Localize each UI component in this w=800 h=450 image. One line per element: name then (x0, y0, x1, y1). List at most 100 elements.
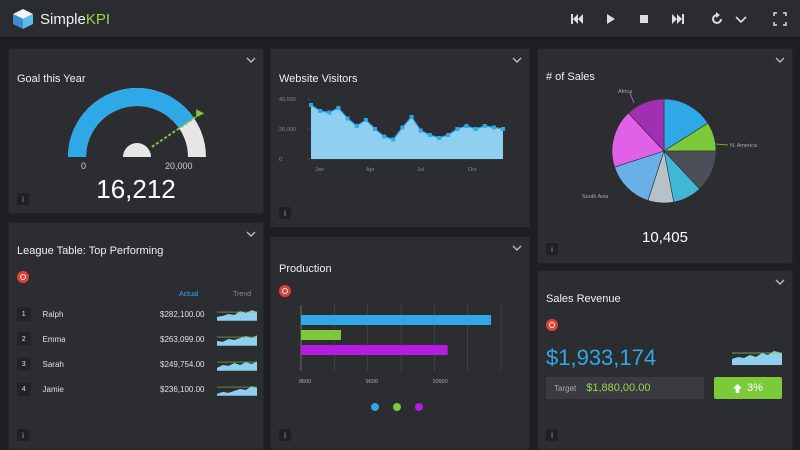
performer-name: Emma (42, 334, 66, 344)
revenue-target-box: Target $1,880,00.00 (546, 377, 704, 399)
visitors-line (310, 104, 504, 141)
x-tick-label: Apr (366, 167, 375, 173)
fullscreen-icon[interactable] (771, 10, 789, 28)
chevron-down-icon[interactable] (774, 277, 786, 287)
app-name: SimpleKPI (40, 10, 111, 28)
sales-pie-chart: Africa N. America South Asia (582, 89, 758, 204)
y-tick-label: 40,000 (279, 97, 296, 103)
chevron-down-icon[interactable] (732, 10, 750, 28)
performer-actual: $282,100.00 (160, 309, 205, 319)
sales-count-value: 10,405 (642, 229, 688, 246)
data-point (501, 127, 505, 131)
pie-slice (611, 112, 665, 168)
production-bar (301, 315, 491, 325)
chevron-down-icon[interactable] (511, 243, 523, 253)
legend-dot[interactable] (415, 403, 423, 411)
data-point (400, 125, 405, 130)
sales-count-panel: # of Sales Africa N. America South Asia … (537, 48, 793, 264)
production-bar (301, 345, 448, 355)
x-tick-label: 9600 (366, 379, 378, 385)
data-point (437, 136, 441, 140)
y-tick-label: 0 (279, 157, 282, 163)
skip-forward-icon[interactable] (669, 10, 687, 28)
data-point (318, 109, 323, 113)
chevron-down-icon[interactable] (245, 55, 257, 65)
play-icon[interactable] (601, 10, 619, 28)
gauge-min-label: 0 (81, 161, 87, 171)
production-panel: Production 8600 9600 10600 i (270, 236, 530, 450)
chevron-down-icon[interactable] (511, 55, 523, 65)
table-row[interactable]: 1 Ralph $282,100.00 (17, 305, 257, 323)
info-icon[interactable]: i (546, 429, 558, 441)
trend-sparkline (216, 361, 257, 371)
legend-dot[interactable] (371, 403, 379, 411)
info-icon[interactable]: i (17, 193, 29, 205)
revenue-target-label: Target (554, 383, 577, 393)
skip-back-icon[interactable] (568, 10, 586, 28)
revenue-value: $1,933,174 (546, 345, 657, 370)
table-row[interactable]: 4 Jamie $236,100.00 (17, 380, 257, 398)
pie-slice (627, 98, 665, 152)
info-icon[interactable]: i (546, 243, 558, 255)
performer-actual: $263,099.00 (160, 334, 205, 344)
data-point (446, 133, 451, 137)
data-point (327, 110, 332, 115)
data-point (309, 103, 313, 107)
visitors-panel: Website Visitors 40,000 20,000 0 Jan Apr Jul O… (270, 48, 530, 228)
data-point (473, 127, 478, 131)
x-tick-label: 10600 (432, 379, 447, 385)
goal-panel: Goal this Year 0 20,000 16,212 i (8, 48, 264, 214)
table-row[interactable]: 3 Sarah $249,754.00 (17, 355, 257, 373)
x-tick-label: Jan (315, 167, 324, 173)
trend-sparkline (216, 310, 257, 321)
target-icon (17, 271, 29, 283)
rank-badge: 1 (17, 307, 31, 321)
goal-title: Goal this Year (17, 73, 86, 85)
visitors-chart: 40,000 20,000 0 Jan Apr Jul Oct (279, 97, 505, 173)
goal-value: 16,212 (96, 174, 176, 204)
x-tick-label: Jul (417, 167, 424, 173)
pie-label-n-america: N. America (730, 143, 758, 149)
performer-name: Jamie (42, 384, 64, 394)
target-icon (279, 285, 291, 297)
table-row[interactable]: 2 Emma $263,099.00 (17, 330, 257, 348)
data-point (491, 125, 496, 130)
y-tick-label: 20,000 (279, 127, 296, 133)
gauge-max-label: 20,000 (165, 161, 193, 171)
info-icon[interactable]: i (279, 207, 291, 219)
sales-count-title: # of Sales (546, 71, 595, 83)
league-title: League Table: Top Performing (17, 245, 164, 257)
refresh-icon[interactable] (708, 10, 726, 28)
production-bar (301, 330, 341, 340)
revenue-change-badge[interactable]: 3% (714, 377, 782, 399)
rank-badge: 4 (17, 382, 31, 396)
col-actual: Actual (179, 291, 199, 298)
data-point (427, 133, 432, 137)
performer-name: Ralph (42, 309, 64, 319)
revenue-sparkline (732, 351, 782, 365)
arrow-up-icon (733, 383, 743, 393)
data-point (382, 134, 387, 139)
data-point (345, 116, 350, 121)
info-icon[interactable]: i (279, 429, 291, 441)
logo-cube-icon (13, 9, 33, 29)
production-title: Production (279, 263, 332, 275)
revenue-target-value: $1,880,00.00 (586, 382, 651, 394)
goal-gauge (68, 88, 206, 158)
performer-actual: $236,100.00 (160, 384, 205, 394)
pie-slice (663, 98, 709, 152)
chevron-down-icon[interactable] (245, 229, 257, 239)
x-tick-label: Oct (468, 167, 477, 173)
app-logo[interactable]: SimpleKPI (12, 8, 110, 30)
legend-dot[interactable] (393, 403, 401, 411)
info-icon[interactable]: i (17, 429, 29, 441)
chevron-down-icon[interactable] (774, 55, 786, 65)
revenue-panel: Sales Revenue $1,933,174 Target $1,880,0… (537, 270, 793, 450)
production-chart: 8600 9600 10600 (299, 305, 502, 385)
trend-sparkline (216, 386, 257, 396)
data-point (418, 128, 423, 133)
pie-label-south-asia: South Asia (582, 194, 609, 200)
stop-icon[interactable] (635, 10, 653, 28)
data-point (482, 124, 487, 128)
revenue-title: Sales Revenue (546, 293, 621, 305)
